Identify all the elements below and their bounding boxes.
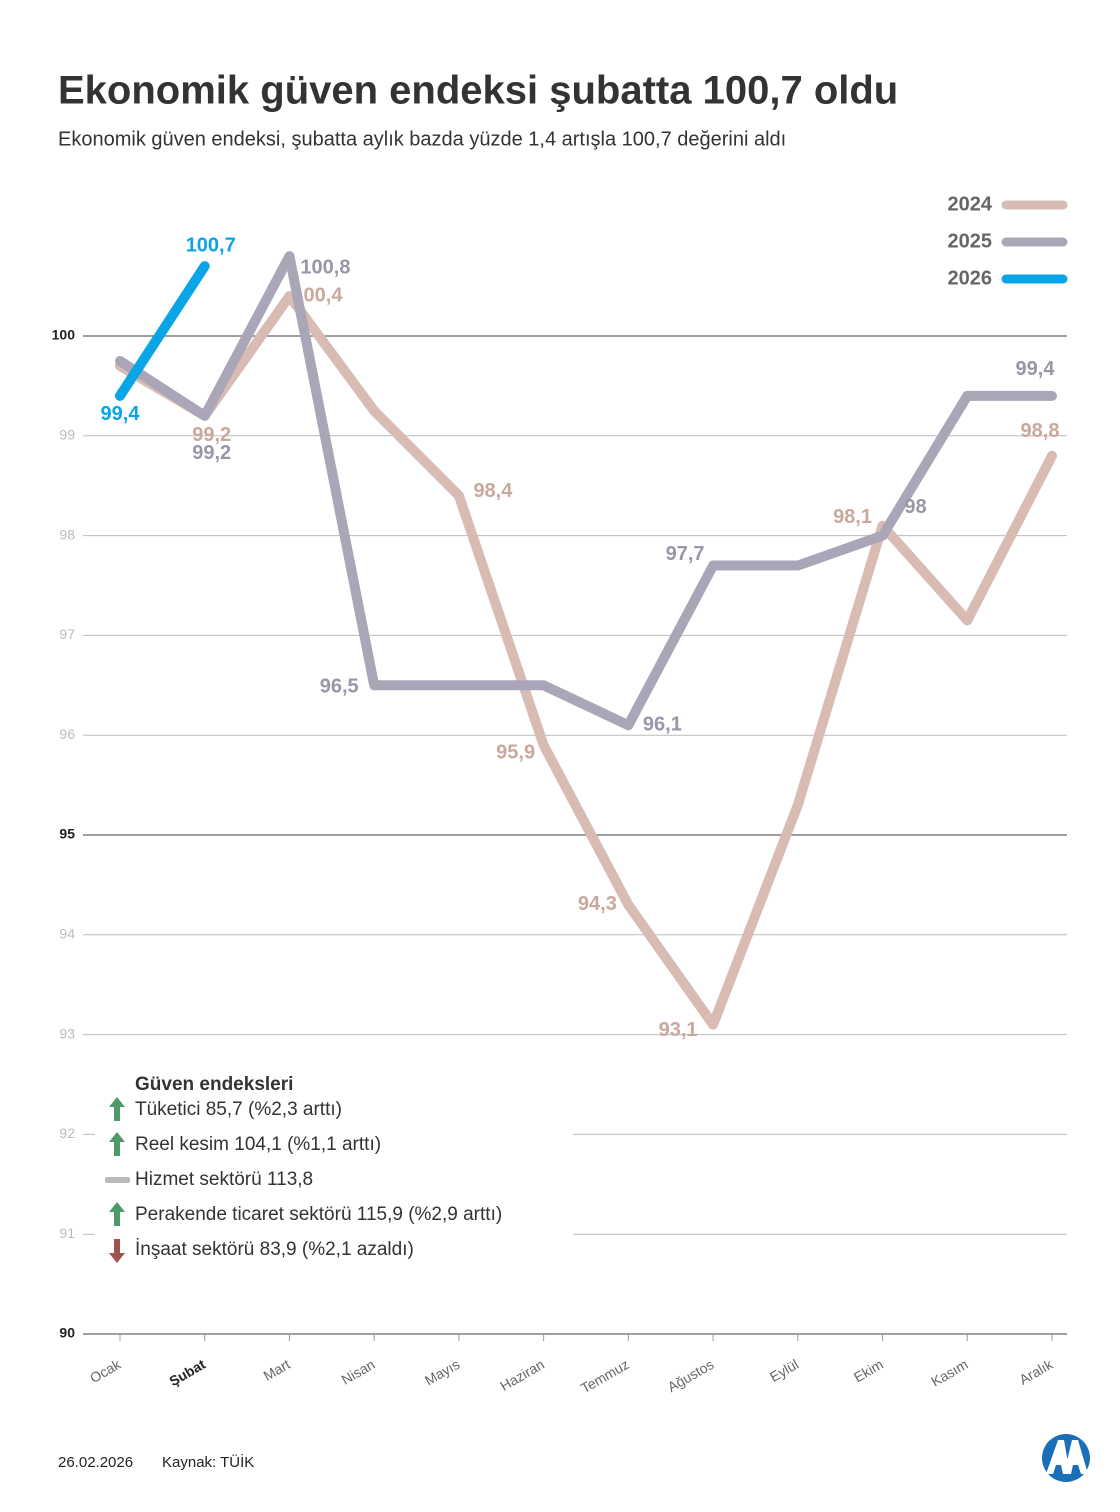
data-label: 99,2 xyxy=(192,442,231,464)
data-label: 98 xyxy=(904,496,926,518)
data-label: 99,4 xyxy=(1016,358,1056,380)
info-background xyxy=(95,1065,573,1270)
x-tick-label: Ekim xyxy=(851,1356,886,1385)
y-tick-label: 94 xyxy=(59,926,75,942)
x-tick-label: Nisan xyxy=(339,1356,378,1388)
logo xyxy=(1042,1434,1090,1482)
data-label: 94,3 xyxy=(578,893,617,915)
x-tick-label: Eylül xyxy=(767,1356,801,1385)
data-label: 100,4 xyxy=(292,284,343,306)
y-tick-label: 99 xyxy=(59,427,75,443)
y-tick-label: 93 xyxy=(59,1025,75,1041)
data-label: 96,1 xyxy=(643,714,682,736)
y-tick-label: 96 xyxy=(59,726,75,742)
y-tick-label: 97 xyxy=(59,626,75,642)
series-line xyxy=(115,261,210,401)
chart-subtitle: Ekonomik güven endeksi, şubatta aylık ba… xyxy=(58,128,786,150)
data-label: 99,2 xyxy=(192,424,231,446)
x-tick-label: Haziran xyxy=(497,1356,547,1394)
trend-up xyxy=(109,1202,125,1226)
data-label: 93,1 xyxy=(659,1019,698,1041)
info-item: İnşaat sektörü 83,9 (%2,1 azaldı) xyxy=(135,1239,414,1260)
data-label: 99,4 xyxy=(101,403,141,425)
info-title: Güven endeksleri xyxy=(135,1074,293,1095)
trend-up xyxy=(109,1097,125,1121)
y-tick-label: 98 xyxy=(59,526,75,542)
data-label: 98,1 xyxy=(833,506,872,528)
x-tick-label: Ocak xyxy=(87,1355,124,1386)
data-label: 95,9 xyxy=(496,741,535,763)
x-tick-label: Kasım xyxy=(928,1356,970,1390)
y-tick-label: 90 xyxy=(59,1325,75,1341)
data-label: 96,5 xyxy=(320,676,359,698)
source: Kaynak: TÜİK xyxy=(162,1453,254,1471)
chart-title: Ekonomik güven endeksi şubatta 100,7 old… xyxy=(58,69,898,113)
y-tick-label: 92 xyxy=(59,1125,75,1141)
x-tick-label: Ağustos xyxy=(665,1356,717,1395)
x-tick-label: Temmuz xyxy=(578,1356,632,1396)
data-label: 98,4 xyxy=(473,480,513,502)
y-tick-label: 100 xyxy=(52,327,76,343)
trend-down xyxy=(109,1239,125,1263)
info-item: Perakende ticaret sektörü 115,9 (%2,9 ar… xyxy=(135,1204,502,1225)
data-label: 100,7 xyxy=(186,234,236,256)
legend-label: 2026 xyxy=(948,267,993,289)
date: 26.02.2026 xyxy=(58,1454,133,1471)
x-tick-label: Şubat xyxy=(166,1356,208,1389)
trend-up xyxy=(109,1132,125,1156)
data-label: 100,8 xyxy=(300,256,350,278)
data-label: 98,8 xyxy=(1021,420,1060,442)
legend-label: 2024 xyxy=(948,193,993,215)
x-tick-label: Aralık xyxy=(1016,1355,1056,1387)
x-tick-label: Mayıs xyxy=(422,1356,462,1389)
series-line xyxy=(115,251,1057,731)
info-item: Hizmet sektörü 113,8 xyxy=(135,1169,313,1190)
trend-flat xyxy=(105,1177,130,1183)
data-label: 97,7 xyxy=(666,543,705,565)
y-tick-label: 95 xyxy=(59,826,75,842)
x-tick-label: Mart xyxy=(261,1356,293,1384)
info-item: Tüketici 85,7 (%2,3 arttı) xyxy=(135,1099,342,1120)
legend-label: 2025 xyxy=(948,230,993,252)
info-item: Reel kesim 104,1 (%1,1 arttı) xyxy=(135,1134,381,1155)
y-tick-label: 91 xyxy=(59,1225,75,1241)
series-line xyxy=(115,291,1057,1030)
